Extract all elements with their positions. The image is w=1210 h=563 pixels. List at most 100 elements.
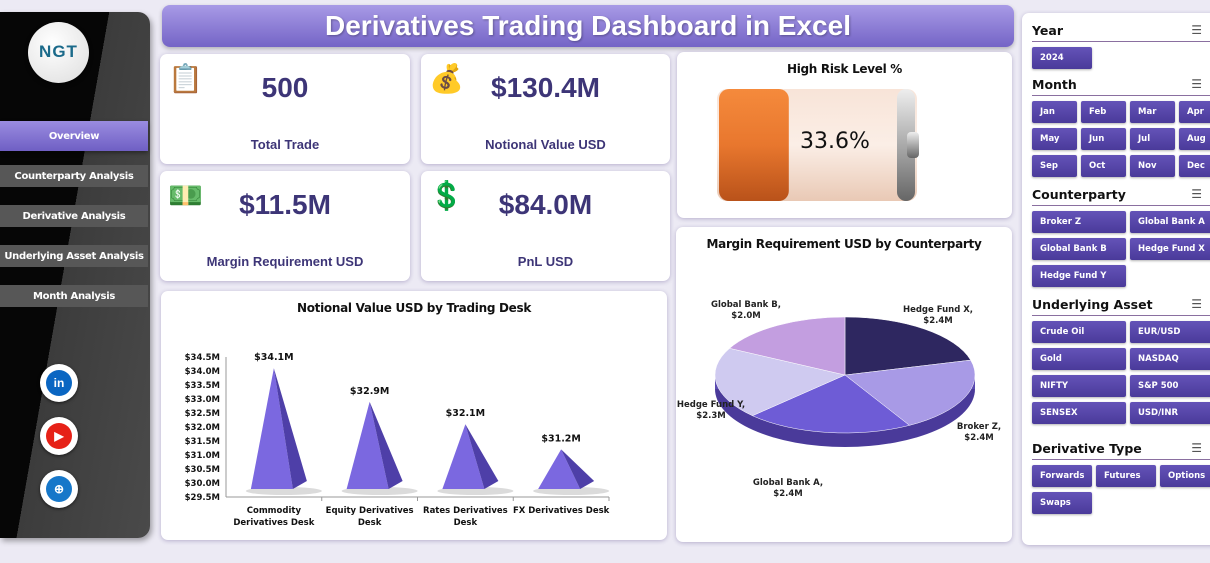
bar-0 xyxy=(250,368,293,489)
nav-underlying-asset-analysis[interactable]: Underlying Asset Analysis xyxy=(0,245,148,267)
multi-select-icon[interactable]: ☰ xyxy=(1191,187,1202,201)
slicer-year: Year ☰ xyxy=(1032,23,1210,42)
x-tick-label: Desk xyxy=(358,518,382,528)
slicer-item[interactable]: SENSEX xyxy=(1032,402,1126,424)
battery-gauge: 33.6% xyxy=(717,89,919,201)
youtube-icon: ▶ xyxy=(46,423,72,449)
y-tick-label: $31.5M xyxy=(185,437,220,447)
slicer-item[interactable]: USD/INR xyxy=(1130,402,1210,424)
bar-3 xyxy=(538,449,581,489)
kpi-card-pnl-usd: 💲 $84.0M PnL USD xyxy=(421,171,670,281)
slicer-panel: Year ☰ 2024 Month ☰ Jan Feb Mar Apr May Jun Jul Aug S… xyxy=(1022,13,1210,545)
y-tick-label: $34.5M xyxy=(185,353,220,363)
slicer-item[interactable]: Feb xyxy=(1081,101,1126,123)
multi-select-icon[interactable]: ☰ xyxy=(1191,441,1202,455)
kpi-value: 500 xyxy=(261,72,309,103)
slicer-item[interactable]: Apr xyxy=(1179,101,1210,123)
slicer-item[interactable]: Hedge Fund Y xyxy=(1032,265,1126,287)
slicer-item[interactable]: Jul xyxy=(1130,128,1175,150)
margin-by-counterparty-chart: Margin Requirement USD by Counterparty H… xyxy=(676,227,1012,542)
slicer-item[interactable]: Broker Z xyxy=(1032,211,1126,233)
slicer-item[interactable]: NASDAQ xyxy=(1130,348,1210,370)
slicer-item[interactable]: Aug xyxy=(1179,128,1210,150)
pie-slice-hedge-fund-y xyxy=(714,348,846,417)
y-tick-label: $32.5M xyxy=(185,409,220,419)
globe-button[interactable]: ⊕ xyxy=(40,470,78,508)
multi-select-icon[interactable]: ☰ xyxy=(1191,23,1202,37)
x-tick-label: FX Derivatives Desk xyxy=(513,506,610,516)
kpi-value: $130.4M xyxy=(491,72,600,103)
slicer-item[interactable]: Dec xyxy=(1179,155,1210,177)
linkedin-button[interactable]: in xyxy=(40,364,78,402)
nav-month-analysis[interactable]: Month Analysis xyxy=(0,285,148,307)
slicer-item[interactable]: Crude Oil xyxy=(1032,321,1126,343)
y-tick-label: $32.0M xyxy=(185,423,220,433)
money-bag-icon: 💰 xyxy=(429,62,464,95)
bar-chart-plot: $29.5M $30.0M $30.5M $31.0M $31.5M $32.0M $32.… xyxy=(185,352,610,528)
risk-value: 33.6% xyxy=(800,129,870,154)
nav-derivative-analysis[interactable]: Derivative Analysis xyxy=(0,205,148,227)
nav-overview[interactable]: Overview xyxy=(0,121,148,151)
youtube-button[interactable]: ▶ xyxy=(40,417,78,455)
slicer-item[interactable]: Jan xyxy=(1032,101,1077,123)
slicer-item[interactable]: Mar xyxy=(1130,101,1175,123)
bar-data-label: $32.1M xyxy=(446,408,486,419)
slicer-title: Counterparty xyxy=(1032,187,1126,202)
nav-counterparty-analysis[interactable]: Counterparty Analysis xyxy=(0,165,148,187)
bar-side-0 xyxy=(273,368,307,489)
slicer-item[interactable]: Options xyxy=(1160,465,1210,487)
clipboard-icon: 📋 xyxy=(168,62,203,95)
slicer-item[interactable]: Global Bank A xyxy=(1130,211,1210,233)
slicer-item[interactable]: 2024 xyxy=(1032,47,1092,69)
slicer-item[interactable]: NIFTY xyxy=(1032,375,1126,397)
kpi-card-notional-value-usd: 💰 $130.4M Notional Value USD xyxy=(421,54,670,164)
slicer-item[interactable]: S&P 500 xyxy=(1130,375,1210,397)
x-tick-label: Desk xyxy=(454,518,478,528)
multi-select-icon[interactable]: ☰ xyxy=(1191,297,1202,311)
bar-data-label: $32.9M xyxy=(350,386,390,397)
slicer-item[interactable]: Forwards xyxy=(1032,465,1092,487)
bar-data-label: $34.1M xyxy=(254,352,294,363)
page-title: Derivatives Trading Dashboard in Excel xyxy=(162,5,1014,47)
y-tick-label: $33.0M xyxy=(185,395,220,405)
slicer-item[interactable]: Oct xyxy=(1081,155,1126,177)
kpi-card-margin-requirement-usd: 💵 $11.5M Margin Requirement USD xyxy=(160,171,410,281)
slicer-title: Month xyxy=(1032,77,1077,92)
slicer-item[interactable]: Global Bank B xyxy=(1032,238,1126,260)
slicer-item[interactable]: Sep xyxy=(1032,155,1077,177)
slicer-item[interactable]: Jun xyxy=(1081,128,1126,150)
slicer-item[interactable]: Nov xyxy=(1130,155,1175,177)
kpi-card-total-trade: 📋 500 Total Trade xyxy=(160,54,410,164)
slicer-item[interactable]: Swaps xyxy=(1032,492,1092,514)
slicer-title: Underlying Asset xyxy=(1032,297,1153,312)
pie-label-name: Hedge Fund Y, xyxy=(677,400,745,410)
pie-slice-global-bank-a xyxy=(751,374,911,434)
slicer-item[interactable]: EUR/USD xyxy=(1130,321,1210,343)
y-tick-label: $30.0M xyxy=(185,479,220,489)
bar-2 xyxy=(442,424,485,489)
x-tick-label: Commodity xyxy=(247,506,302,516)
pie-label-value: $2.0M xyxy=(731,311,760,321)
slicer-derivative-type: Derivative Type ☰ xyxy=(1032,441,1210,460)
bar-side-1 xyxy=(369,401,403,489)
bar-side-3 xyxy=(561,449,595,489)
battery-cap xyxy=(897,89,915,201)
kpi-value: $11.5M xyxy=(239,189,331,220)
bar-side-2 xyxy=(465,424,499,489)
pie-label-name: Global Bank A, xyxy=(753,478,823,488)
notional-by-desk-chart: Notional Value USD by Trading Desk $29.5… xyxy=(161,291,667,540)
slicer-item[interactable]: Futures xyxy=(1096,465,1156,487)
pie-slice-global-bank-b xyxy=(729,316,846,376)
globe-icon: ⊕ xyxy=(46,476,72,502)
risk-title: High Risk Level % xyxy=(786,62,903,76)
slicer-item[interactable]: Hedge Fund X xyxy=(1130,238,1210,260)
kpi-label: Total Trade xyxy=(250,137,320,152)
slicer-title: Derivative Type xyxy=(1032,441,1142,456)
slicer-item[interactable]: May xyxy=(1032,128,1077,150)
pie-slice-broker-z xyxy=(844,359,976,426)
multi-select-icon[interactable]: ☰ xyxy=(1191,77,1202,91)
slicer-title: Year xyxy=(1032,23,1063,38)
bar-chart-title: Notional Value USD by Trading Desk xyxy=(296,301,532,315)
battery-terminal xyxy=(907,132,919,158)
slicer-item[interactable]: Gold xyxy=(1032,348,1126,370)
